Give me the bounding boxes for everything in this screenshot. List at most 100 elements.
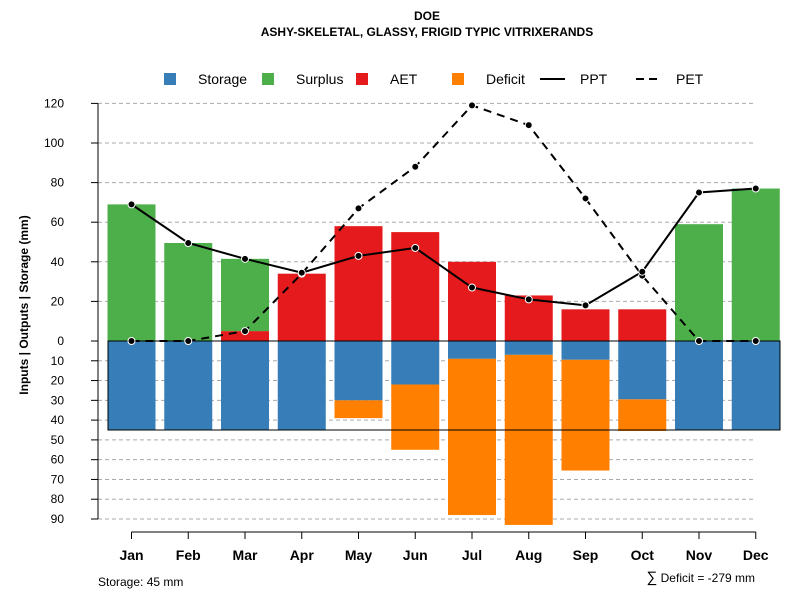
storage-bar-apr <box>277 341 326 430</box>
deficit-bar-sep <box>561 359 610 471</box>
legend-label-pet: PET <box>676 71 704 87</box>
aet-bar-oct <box>618 309 667 341</box>
storage-bar-mar <box>221 341 269 430</box>
legend-label-ppt: PPT <box>580 71 608 87</box>
deficit-bar-aug <box>504 354 553 525</box>
deficit-bar-oct <box>618 399 667 431</box>
x-tick-label-dec: Dec <box>743 547 769 563</box>
pet-point <box>695 337 703 345</box>
pet-point <box>127 337 136 345</box>
ppt-point <box>127 200 136 209</box>
deficit-bar-may <box>334 400 383 419</box>
legend-label-deficit: Deficit <box>486 71 525 87</box>
y-tick-label: 20 <box>51 294 65 308</box>
storage-bar-aug <box>504 341 553 355</box>
y-tick-label: 0 <box>57 334 64 348</box>
ppt-point <box>241 254 249 263</box>
y-tick-label: 40 <box>51 413 65 427</box>
deficit-bar-jun <box>391 384 440 450</box>
pet-point <box>354 204 363 213</box>
storage-bar-sep <box>561 341 610 360</box>
y-tick-label: 70 <box>51 472 65 486</box>
ppt-point <box>411 243 420 252</box>
aet-bar-sep <box>561 309 610 341</box>
x-tick-label-jul: Jul <box>462 547 482 563</box>
ppt-point <box>468 283 476 292</box>
deficit-footnote: ∑ Deficit = -279 mm <box>647 569 755 586</box>
y-tick-label: 60 <box>51 453 65 467</box>
ppt-point <box>354 251 363 260</box>
x-tick-label-feb: Feb <box>176 547 201 563</box>
y-tick-label: 40 <box>51 255 65 269</box>
ppt-point <box>184 238 193 247</box>
pet-line <box>131 104 756 342</box>
ppt-point <box>297 268 306 277</box>
aet-bar-may <box>334 226 383 341</box>
pet-point <box>468 101 476 110</box>
pet-point <box>184 337 193 345</box>
surplus-bar-nov <box>675 224 723 341</box>
ppt-point <box>581 301 590 310</box>
legend-swatch-storage <box>164 73 176 85</box>
legend-swatch-surplus <box>262 73 274 85</box>
lines-group <box>127 101 760 345</box>
storage-footnote: Storage: 45 mm <box>98 575 183 589</box>
y-tick-label: 80 <box>51 492 65 506</box>
storage-bar-dec <box>731 341 780 430</box>
surplus-bar-mar <box>221 258 269 332</box>
pet-point <box>581 194 590 203</box>
chart-subtitle: ASHY-SKELETAL, GLASSY, FRIGID TYPIC VITR… <box>261 25 593 39</box>
x-tick-label-may: May <box>345 547 372 563</box>
y-axis-title: Inputs | Outputs | Storage (mm) <box>17 215 31 394</box>
legend-swatch-deficit <box>452 73 464 85</box>
x-tick-label-nov: Nov <box>686 547 713 563</box>
chart-title: DOE <box>414 9 440 23</box>
ppt-point <box>638 267 647 276</box>
aet-bar-apr <box>277 273 326 341</box>
axes-group: 0 20 40 60 80 100 120 10 20 30 40 50 60 70 80 90 Jan Feb M… <box>44 96 769 563</box>
x-tick-label-sep: Sep <box>573 547 599 563</box>
y-tick-label: 80 <box>51 176 65 190</box>
legend-label-storage: Storage <box>198 71 247 87</box>
storage-bar-oct <box>618 341 667 400</box>
storage-capacity-box <box>107 340 781 431</box>
x-tick-label-jun: Jun <box>403 547 428 563</box>
ppt-point <box>751 184 760 193</box>
y-tick-label: 100 <box>44 136 64 150</box>
pet-point <box>524 121 533 130</box>
pet-point <box>751 337 760 345</box>
x-tick-label-mar: Mar <box>233 547 258 563</box>
ppt-point <box>524 295 533 304</box>
storage-bar-may <box>334 341 383 401</box>
x-tick-label-aug: Aug <box>515 547 542 563</box>
storage-bar-jul <box>448 341 496 359</box>
ppt-line <box>130 187 756 307</box>
legend-label-surplus: Surplus <box>296 71 343 87</box>
surplus-bar-jan <box>107 204 156 341</box>
legend-swatch-aet <box>356 73 368 85</box>
y-tick-label: 120 <box>44 96 64 110</box>
pet-point <box>241 327 249 336</box>
storage-bar-nov <box>675 341 723 430</box>
storage-bar-jun <box>391 341 440 385</box>
surplus-bar-feb <box>164 242 213 341</box>
deficit-total: Deficit = -279 mm <box>661 571 755 585</box>
x-tick-label-oct: Oct <box>631 547 655 563</box>
legend-label-aet: AET <box>390 71 418 87</box>
aet-bar-jul <box>448 261 496 341</box>
sum-symbol: ∑ <box>647 569 658 586</box>
ppt-point <box>695 188 703 197</box>
storage-bar-jan <box>107 341 156 430</box>
aet-bar-mar <box>221 331 269 341</box>
bars-group <box>107 188 781 525</box>
y-tick-label: 50 <box>51 433 65 447</box>
y-tick-label: 20 <box>51 374 65 388</box>
storage-bar-feb <box>164 341 213 430</box>
y-tick-label: 30 <box>51 393 65 407</box>
y-tick-label: 10 <box>51 354 65 368</box>
y-tick-label: 60 <box>51 215 65 229</box>
pet-point <box>411 162 420 171</box>
chart-legend: Storage Surplus AET Deficit PPT PET <box>164 71 704 87</box>
surplus-bar-dec <box>731 188 780 341</box>
